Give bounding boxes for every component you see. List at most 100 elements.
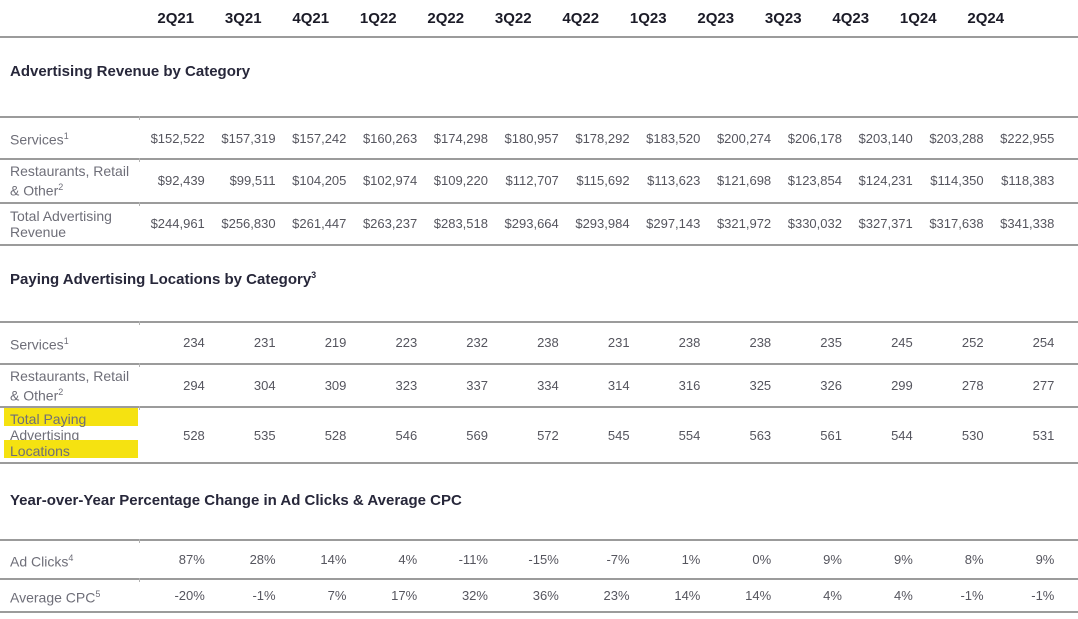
cell-value: 530 bbox=[961, 427, 984, 443]
cell-value: 238 bbox=[678, 335, 701, 351]
cell-value: 87% bbox=[178, 552, 205, 568]
row-label: Restaurants, Retail & Other2 bbox=[10, 163, 130, 199]
cell-value: 304 bbox=[253, 377, 276, 393]
cell-value: $206,178 bbox=[787, 130, 842, 146]
cell-value: 14% bbox=[320, 552, 347, 568]
row-label: Total Advertising Revenue bbox=[10, 207, 112, 240]
table-row: Restaurants, Retail & Other2 294 304 309 323… bbox=[0, 362, 1078, 407]
cell-value: $297,143 bbox=[646, 216, 701, 232]
cell-value: 238 bbox=[749, 335, 772, 351]
table-row: Services1 234 231 219 223 232 238 231 238 238 235 2… bbox=[0, 320, 1078, 363]
cell-value: $92,439 bbox=[157, 173, 205, 189]
section-title: Advertising Revenue by Category bbox=[10, 63, 251, 80]
header-divider bbox=[0, 36, 1078, 38]
quarter-label: 2Q24 bbox=[967, 9, 1005, 27]
row-label-footnote: 4 bbox=[68, 552, 74, 563]
cell-value: 334 bbox=[537, 377, 559, 393]
cell-value: 326 bbox=[820, 377, 842, 393]
cell-value: -1% bbox=[1031, 588, 1055, 604]
cell-value: 36% bbox=[532, 588, 559, 604]
row-label: Restaurants, Retail & Other2 bbox=[10, 367, 130, 404]
cell-value: $203,288 bbox=[929, 130, 984, 146]
cell-value: $104,205 bbox=[292, 173, 347, 189]
cell-value: -1% bbox=[960, 588, 984, 604]
cell-value: 252 bbox=[961, 335, 984, 351]
cell-value: 28% bbox=[249, 552, 276, 568]
quarter-label: 2Q23 bbox=[697, 9, 735, 27]
cell-value: 23% bbox=[603, 588, 630, 604]
cell-value: 9% bbox=[823, 552, 842, 568]
cell-value: 0% bbox=[752, 552, 772, 568]
cell-value: $178,292 bbox=[575, 130, 630, 146]
table-row: Total Advertising Revenue $244,961 $256,83… bbox=[0, 201, 1078, 246]
section: Year-over-Year Percentage Change in Ad C… bbox=[0, 492, 1078, 614]
cell-value: 531 bbox=[1032, 427, 1055, 443]
quarter-label: 1Q23 bbox=[629, 9, 667, 27]
row-label: Services1 bbox=[10, 131, 69, 148]
cell-value: 231 bbox=[607, 335, 630, 351]
quarter-label: 4Q21 bbox=[292, 9, 330, 27]
cell-value: 569 bbox=[466, 427, 488, 443]
cell-value: 309 bbox=[324, 377, 347, 393]
cell-value: 234 bbox=[183, 335, 205, 351]
cell-value: 14% bbox=[745, 588, 772, 604]
cell-value: 544 bbox=[891, 427, 913, 443]
quarter-label: 4Q22 bbox=[562, 9, 600, 27]
cell-value: -15% bbox=[528, 552, 559, 568]
cell-value: $157,242 bbox=[292, 130, 347, 146]
cell-value: 17% bbox=[391, 588, 418, 604]
cell-value: 7% bbox=[327, 588, 347, 604]
row-label: Services1 bbox=[10, 335, 69, 353]
quarter-header-row: 2Q21 3Q21 4Q21 1Q22 2Q22 3Q22 4Q22 1Q23 2Q23 3Q23… bbox=[0, 0, 1020, 36]
cell-value: 232 bbox=[466, 335, 488, 351]
cell-value: $112,707 bbox=[505, 173, 559, 189]
cell-value: 325 bbox=[749, 377, 772, 393]
quarter-label: 3Q21 bbox=[224, 9, 262, 27]
cell-value: $115,692 bbox=[576, 173, 630, 189]
highlighted-label-line: Total Paying bbox=[4, 408, 138, 427]
cell-value: $152,522 bbox=[150, 130, 205, 146]
cell-value: 561 bbox=[820, 427, 842, 443]
quarter-label: 2Q22 bbox=[427, 9, 465, 27]
quarter-label: 2Q21 bbox=[157, 9, 195, 27]
cell-value: 563 bbox=[749, 427, 772, 443]
cell-value: $293,664 bbox=[504, 216, 559, 232]
section: Advertising Revenue by Category Services1… bbox=[0, 63, 1078, 246]
highlighted-label-line: Locations bbox=[4, 440, 138, 459]
cell-value: 245 bbox=[891, 335, 913, 351]
cell-value: $174,298 bbox=[433, 130, 488, 146]
row-label-footnote: 1 bbox=[63, 335, 69, 346]
cell-value: 4% bbox=[398, 552, 418, 568]
quarter-label: 1Q24 bbox=[899, 9, 937, 27]
table-row: Total Paying Advertising Locations 528 535 52… bbox=[0, 406, 1078, 465]
cell-value: $102,974 bbox=[362, 173, 418, 189]
cell-value: 8% bbox=[964, 552, 984, 568]
cell-value: 316 bbox=[678, 377, 701, 393]
section: Paying Advertising Locations by Category… bbox=[0, 270, 1078, 465]
cell-value: 223 bbox=[395, 335, 418, 351]
row-label: Total Paying Advertising Locations bbox=[0, 408, 142, 462]
quarter-label: 3Q23 bbox=[764, 9, 802, 27]
cell-value: 238 bbox=[537, 335, 559, 351]
cell-value: 9% bbox=[1035, 552, 1055, 568]
table-row: Restaurants, Retail & Other2 $92,439 $99,5… bbox=[0, 158, 1078, 202]
cell-value: 545 bbox=[607, 427, 630, 443]
cell-value: $157,319 bbox=[221, 130, 276, 146]
cell-value: 528 bbox=[324, 427, 347, 443]
cell-value: -20% bbox=[174, 588, 205, 604]
sections-container: Advertising Revenue by Category Services1… bbox=[0, 63, 1078, 614]
cell-value: $293,984 bbox=[575, 216, 630, 232]
label-line: Advertising bbox=[10, 427, 80, 444]
cell-value: 254 bbox=[1032, 335, 1055, 351]
row-label: Average CPC5 bbox=[10, 588, 101, 606]
cell-value: $256,830 bbox=[221, 216, 276, 232]
quarter-label: 3Q22 bbox=[494, 9, 532, 27]
cell-value: $121,698 bbox=[716, 173, 772, 189]
cell-value: $203,140 bbox=[858, 130, 913, 146]
cell-value: 4% bbox=[893, 588, 913, 604]
cell-value: $200,274 bbox=[716, 130, 772, 146]
row-label: Ad Clicks4 bbox=[10, 552, 74, 570]
cell-value: 546 bbox=[395, 427, 418, 443]
cell-value: $123,854 bbox=[787, 173, 842, 189]
